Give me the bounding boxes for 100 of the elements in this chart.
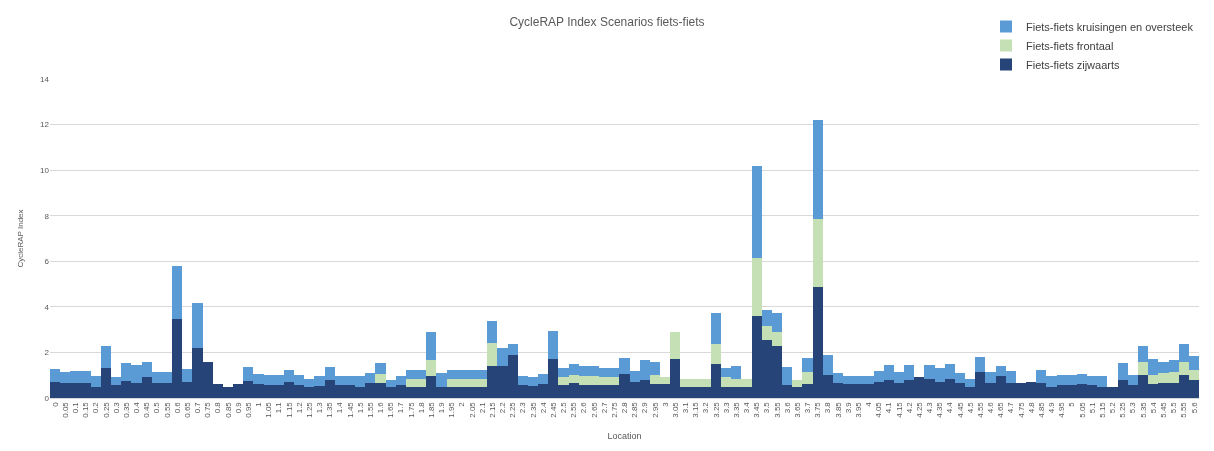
x-tick-label: 2.8	[620, 401, 630, 414]
x-tick-label: 2.75	[609, 401, 619, 418]
x-tick-label: 0.35	[121, 401, 131, 418]
x-tick-label: 2.1	[477, 401, 487, 414]
x-tick-label: 1	[254, 401, 264, 407]
x-tick-label: 0.05	[60, 401, 70, 418]
x-tick-label: 4.05	[874, 401, 884, 418]
x-tick-label: 4.85	[1036, 401, 1046, 418]
x-tick-label: 0.1	[71, 401, 81, 414]
x-tick-label: 4.95	[1057, 401, 1067, 418]
x-tick-label: 4.45	[955, 401, 965, 418]
x-tick-label: 5.05	[1077, 401, 1087, 418]
y-tick-label: 14	[40, 74, 50, 84]
x-tick-label: 2.7	[599, 401, 609, 414]
x-tick-label: 1.85	[426, 401, 436, 418]
x-tick-label: 1.8	[416, 401, 426, 414]
x-tick-label: 2.4	[538, 401, 548, 414]
x-tick-label: 3.2	[701, 401, 711, 414]
x-tick-label: 4.5	[965, 401, 975, 414]
x-tick-label: 2.05	[467, 401, 477, 418]
x-tick-label: 2	[457, 401, 467, 407]
x-tick-label: 5.1	[1087, 401, 1097, 414]
y-tick-label: 10	[40, 165, 50, 175]
x-tick-label: 3.85	[833, 401, 843, 418]
x-tick-label: 2.2	[498, 401, 508, 414]
x-tick-label: 1.3	[315, 401, 325, 414]
x-tick-label: 4.65	[996, 401, 1006, 418]
x-tick-label: 4.4	[945, 401, 955, 414]
x-tick-label: 1.55	[365, 401, 375, 418]
x-tick-label: 1.15	[284, 401, 294, 418]
x-tick-label: 3.3	[721, 401, 731, 414]
x-tick-label: 5.2	[1108, 401, 1118, 414]
x-tick-label: 2.65	[589, 401, 599, 418]
x-tick-label: 0.95	[243, 401, 253, 418]
x-tick-label: 2.35	[528, 401, 538, 418]
x-tick-label: 4.9	[1047, 401, 1057, 414]
x-tick-label: 2.15	[487, 401, 497, 418]
legend-label: Fiets-fiets frontaal	[1026, 39, 1114, 52]
y-tick-label: 2	[44, 348, 50, 358]
x-tick-label: 0.45	[142, 401, 152, 418]
y-tick-label: 8	[44, 211, 50, 221]
x-tick-label: 1.05	[264, 401, 274, 418]
x-tick-label: 4.7	[1006, 401, 1016, 414]
x-tick-label: 3.55	[772, 401, 782, 418]
x-tick-label: 1.7	[396, 401, 406, 414]
x-tick-label: 3.45	[752, 401, 762, 418]
x-tick-label: 3.4	[742, 401, 752, 414]
x-tick-label: 3.65	[792, 401, 802, 418]
legend-label: Fiets-fiets zijwaarts	[1026, 58, 1121, 71]
y-axis-title: CycleRAP Index	[15, 209, 25, 268]
x-tick-label: 1.6	[376, 401, 386, 414]
x-tick-label: 0.85	[223, 401, 233, 418]
x-tick-label: 0.3	[111, 401, 121, 414]
x-tick-label: 2.55	[569, 401, 579, 418]
x-tick-label: 0	[50, 401, 60, 407]
y-tick-label: 12	[40, 120, 50, 130]
x-tick-label: 3.15	[691, 401, 701, 418]
x-tick-label: 0.9	[233, 401, 243, 414]
x-tick-label: 3.95	[853, 401, 863, 418]
x-tick-label: 1.5	[355, 401, 365, 414]
x-tick-label: 2.3	[518, 401, 528, 414]
x-tick-label: 4.8	[1026, 401, 1036, 414]
x-tick-label: 1.9	[437, 401, 447, 414]
x-tick-label: 0.2	[91, 401, 101, 414]
x-tick-label: 3.25	[711, 401, 721, 418]
x-tick-label: 0.65	[182, 401, 192, 418]
x-tick-label: 4.6	[986, 401, 996, 414]
x-tick-label: 1.2	[294, 401, 304, 414]
x-tick-label: 5.55	[1179, 401, 1189, 418]
x-tick-label: 4.75	[1016, 401, 1026, 418]
x-tick-label: 4.15	[894, 401, 904, 418]
x-axis-title: Location	[607, 430, 642, 441]
x-tick-label: 3	[660, 401, 670, 407]
x-tick-label: 2.45	[548, 401, 558, 418]
x-tick-label: 0.75	[203, 401, 213, 418]
x-tick-label: 3.6	[782, 401, 792, 414]
x-tick-label: 1.1	[274, 401, 284, 414]
x-tick-label: 2.9	[640, 401, 650, 414]
x-tick-label: 0.7	[193, 401, 203, 414]
x-tick-label: 4.25	[914, 401, 924, 418]
x-tick-label: 2.5	[559, 401, 569, 414]
chart-title: CycleRAP Index Scenarios fiets-fiets	[509, 15, 705, 30]
x-tick-label: 5.3	[1128, 401, 1138, 414]
x-tick-label: 4.1	[884, 401, 894, 414]
x-tick-label: 0.4	[132, 401, 142, 414]
x-tick-label: 1.45	[345, 401, 355, 418]
x-tick-label: 5.35	[1138, 401, 1148, 418]
x-tick-label: 5.4	[1148, 401, 1158, 414]
x-tick-label: 3.8	[823, 401, 833, 414]
x-tick-label: 5.15	[1098, 401, 1107, 418]
x-tick-label: 5.45	[1159, 401, 1169, 418]
x-tick-label: 0.15	[81, 401, 91, 418]
x-tick-label: 3.7	[803, 401, 813, 414]
x-tick-label: 2.85	[630, 401, 640, 418]
x-tick-label: 3.75	[813, 401, 823, 418]
legend-label: Fiets-fiets kruisingen en oversteek	[1026, 20, 1194, 33]
x-tick-label: 0.5	[152, 401, 162, 414]
x-tick-label: 2.6	[579, 401, 589, 414]
x-tick-label: 0.8	[213, 401, 223, 414]
x-tick-label: 5.25	[1118, 401, 1128, 418]
